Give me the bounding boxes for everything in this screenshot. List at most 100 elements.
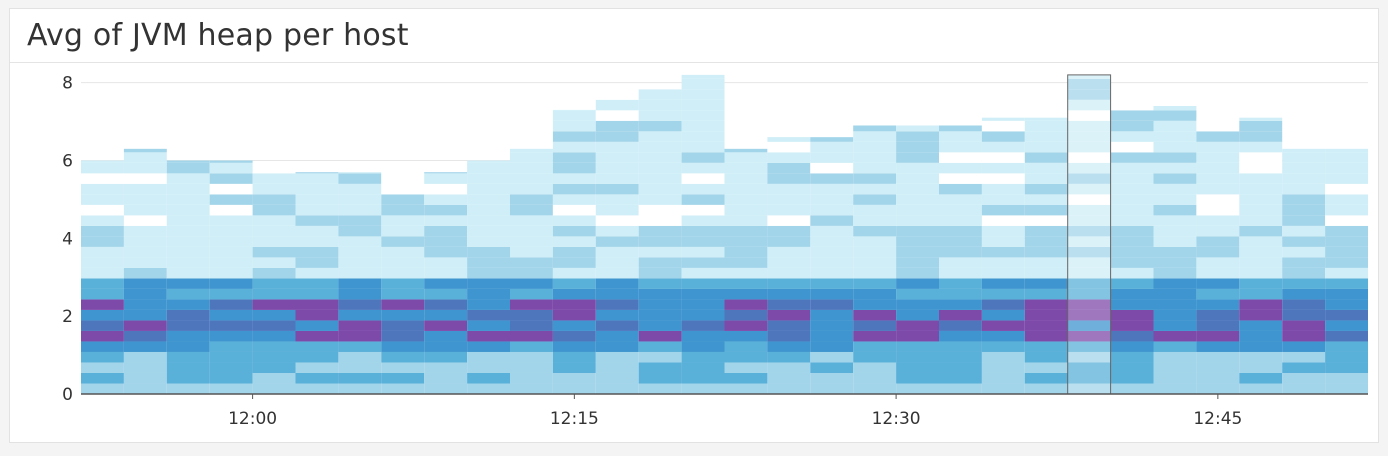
- heatmap-cell: [552, 278, 596, 289]
- heatmap-cell: [209, 257, 253, 268]
- heatmap-cell: [1325, 372, 1368, 384]
- heatmap-cell: [853, 246, 897, 258]
- heatmap-cell: [1153, 351, 1197, 363]
- heatmap-cell: [123, 162, 167, 174]
- heatmap-cell: [123, 309, 167, 321]
- heatmap-cell: [1110, 141, 1154, 153]
- heatmap-cell: [853, 299, 897, 310]
- heatmap-cell: [896, 194, 939, 205]
- heatmap-cell: [681, 257, 725, 268]
- heatmap-cell: [1024, 309, 1068, 321]
- heatmap-cell: [1153, 131, 1197, 142]
- heatmap-cell: [724, 267, 768, 279]
- heatmap-cell: [1067, 99, 1111, 111]
- heatmap-cell: [724, 299, 768, 310]
- heatmap-cell: [252, 383, 296, 394]
- heatmap-cell: [81, 362, 124, 373]
- heatmap-cell: [638, 320, 682, 331]
- heatmap-cell: [1024, 299, 1068, 310]
- heatmap-cell: [681, 288, 725, 300]
- heatmap-cell: [467, 288, 510, 300]
- heatmap-cell: [896, 141, 939, 153]
- heatmap-cell: [681, 341, 725, 352]
- heatmap-cell: [1239, 362, 1283, 373]
- heatmap-cell: [510, 246, 553, 258]
- heatmap-cell: [939, 383, 982, 394]
- heatmap-cell: [1067, 341, 1111, 352]
- heatmap-cell: [681, 236, 725, 247]
- heatmap-cell: [853, 131, 897, 142]
- heatmap-cell: [853, 183, 897, 195]
- heatmap-cell: [1153, 141, 1197, 153]
- heatmap-cell: [1024, 341, 1068, 352]
- heatmap-cell: [209, 162, 253, 174]
- heatmap-cell: [767, 246, 811, 258]
- heatmap-cell: [595, 309, 639, 321]
- heatmap-cell: [1110, 152, 1154, 163]
- heatmap-cell: [1325, 246, 1368, 258]
- heatmap-cell: [552, 194, 596, 205]
- heatmap-cell: [1067, 110, 1111, 121]
- heatmap-cell: [123, 330, 167, 342]
- heatmap-cell: [595, 278, 639, 289]
- heatmap-cell: [1239, 288, 1283, 300]
- heatmap-cell: [896, 152, 939, 163]
- heatmap-cell: [939, 141, 982, 153]
- heatmap-cell: [1196, 173, 1240, 184]
- heatmap-cell: [467, 225, 510, 237]
- heatmap-cell: [1325, 225, 1368, 237]
- heatmap-cell: [939, 183, 982, 195]
- heatmap-cell: [1024, 383, 1068, 394]
- heatmap-cell: [424, 278, 468, 289]
- heatmap-cell: [1325, 341, 1368, 352]
- heatmap-cell: [1196, 183, 1240, 195]
- heatmap-cell: [552, 183, 596, 195]
- heatmap-cell: [939, 372, 982, 384]
- x-tick-label: 12:15: [550, 409, 599, 429]
- heatmap-cell: [252, 341, 296, 352]
- heatmap-cell: [595, 246, 639, 258]
- heatmap-cell: [252, 215, 296, 226]
- heatmap-cell: [896, 288, 939, 300]
- heatmap-cell: [1067, 246, 1111, 258]
- heatmap-cell: [1196, 320, 1240, 331]
- heatmap-cell: [1325, 299, 1368, 310]
- heatmap-cell: [252, 330, 296, 342]
- heatmap-cell: [638, 120, 682, 132]
- heatmap-cell: [1110, 267, 1154, 279]
- heatmap-cell: [638, 257, 682, 268]
- heatmap-cell: [338, 246, 382, 258]
- heatmap-cell: [381, 299, 425, 310]
- heatmap-cell: [981, 299, 1025, 310]
- heatmap-cell: [595, 299, 639, 310]
- heatmap-cell: [338, 330, 382, 342]
- heatmap-cell: [638, 372, 682, 384]
- heatmap-cell: [338, 236, 382, 247]
- heatmap-cell: [338, 215, 382, 226]
- heatmap-cell: [1067, 299, 1111, 310]
- heatmap-cell: [1067, 236, 1111, 247]
- heatmap-cell: [767, 141, 811, 153]
- heatmap-cell: [166, 246, 210, 258]
- heatmap-cell: [467, 362, 510, 373]
- heatmap-cell: [123, 194, 167, 205]
- heatmap-cell: [295, 351, 339, 363]
- heatmap-cell: [681, 152, 725, 163]
- heatmap-cell: [638, 99, 682, 111]
- heatmap-cell: [1239, 372, 1283, 384]
- heatmap-cell: [166, 383, 210, 394]
- heatmap-cell: [939, 173, 982, 184]
- heatmap-cell: [1239, 246, 1283, 258]
- heatmap-cell: [1239, 183, 1283, 195]
- heatmap-cell: [767, 215, 811, 226]
- heatmap-chart[interactable]: 0 2 4 6 8 12:00 12:15 12:30 12:45: [10, 9, 1380, 444]
- heatmap-cell: [81, 372, 124, 384]
- heatmap-cell: [510, 330, 553, 342]
- heatmap-cell: [767, 267, 811, 279]
- heatmap-cell: [1196, 351, 1240, 363]
- heatmap-cell: [853, 173, 897, 184]
- heatmap-cell: [595, 173, 639, 184]
- heatmap-cell: [81, 330, 124, 342]
- heatmap-cell: [638, 141, 682, 153]
- heatmap-cell: [510, 362, 553, 373]
